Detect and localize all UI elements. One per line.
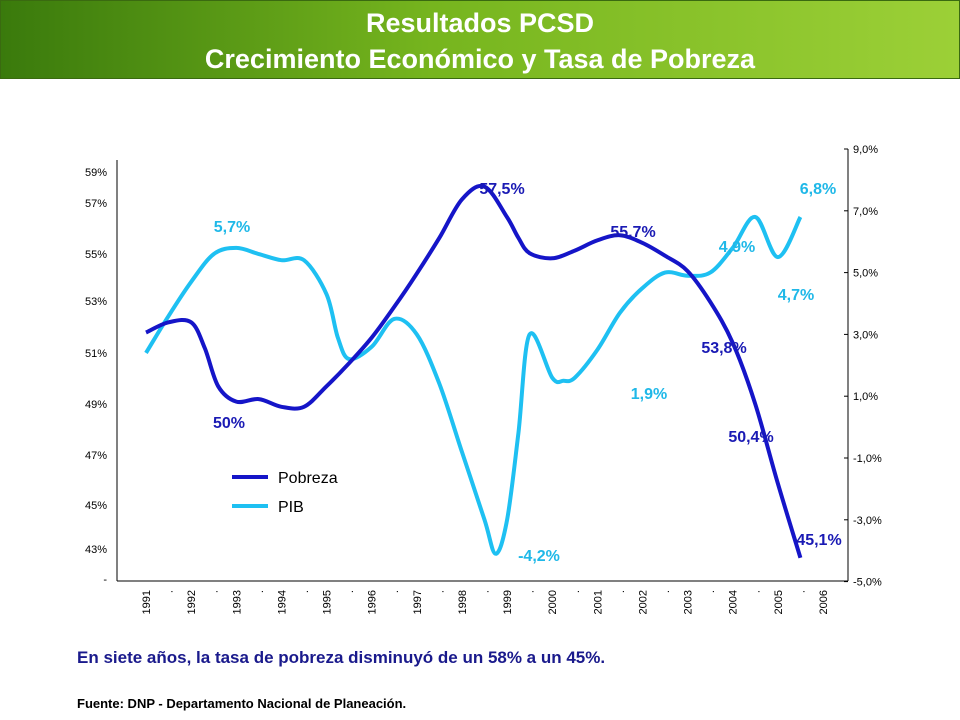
x-tick-label: . — [164, 590, 176, 593]
x-tick-label: . — [705, 590, 717, 593]
y-right-tick-label: 5,0% — [853, 268, 878, 280]
x-tick-label: 1995 — [322, 590, 334, 614]
x-tick-label: . — [389, 590, 401, 593]
x-tick-label: . — [570, 590, 582, 593]
x-tick-label: . — [750, 590, 762, 593]
y-left-tick-label: 45% — [85, 500, 107, 512]
data-label: 5,7% — [214, 219, 250, 236]
y-left-tick-label: 55% — [85, 249, 107, 261]
x-tick-label: 2003 — [683, 590, 695, 614]
y-left-tick-label: 43% — [85, 544, 107, 556]
x-tick-label: 1998 — [457, 590, 469, 614]
source-text: Fuente: DNP - Departamento Nacional de P… — [77, 696, 407, 711]
y-right-tick-label: 3,0% — [853, 329, 878, 341]
legend-box — [217, 458, 359, 521]
data-label: 4,7% — [778, 287, 814, 304]
x-tick-label: 2000 — [547, 590, 559, 614]
title-line-1: Resultados PCSD — [365, 8, 595, 38]
x-tick-label: . — [299, 590, 311, 593]
legend-label-pobreza: Pobreza — [278, 470, 338, 487]
x-tick-label: 2006 — [818, 590, 830, 614]
x-tick-label: 1992 — [186, 590, 198, 614]
y-right-tick-label: -3,0% — [853, 515, 882, 527]
x-tick-label: . — [660, 590, 672, 593]
data-label: 45,1% — [796, 532, 841, 549]
y-right-tick-label: -5,0% — [853, 577, 882, 589]
data-label: 57,5% — [479, 181, 524, 198]
x-tick-label: 2002 — [637, 590, 649, 614]
title-banner: Resultados PCSD Crecimiento Económico y … — [0, 0, 960, 79]
y-left-tick-label: 53% — [85, 296, 107, 308]
x-tick-label: 1993 — [231, 590, 243, 614]
x-tick-label: . — [615, 590, 627, 593]
data-label: 50% — [213, 415, 245, 432]
x-tick-label: . — [480, 590, 492, 593]
y-left-tick-label: - — [103, 574, 107, 586]
x-tick-label: . — [344, 590, 356, 593]
y-left-tick-label: 57% — [85, 198, 107, 210]
data-label: 55,7% — [610, 224, 655, 241]
series-line-pobreza — [145, 183, 803, 559]
data-label: 1,9% — [631, 386, 667, 403]
data-label: -4,2% — [518, 548, 560, 565]
data-label: 4,9% — [719, 239, 755, 256]
y-left-tick-label: 47% — [85, 450, 107, 462]
caption-text: En siete años, la tasa de pobreza dismin… — [77, 648, 606, 667]
x-tick-label: 2005 — [773, 590, 785, 614]
x-tick-label: . — [795, 590, 807, 593]
y-right-tick-label: 7,0% — [853, 206, 878, 218]
y-left-tick-label: 59% — [85, 167, 107, 179]
x-tick-label: . — [254, 590, 266, 593]
legend-label-pib: PIB — [278, 499, 304, 516]
data-label: 6,8% — [800, 181, 836, 198]
x-tick-label: 1997 — [412, 590, 424, 614]
y-right-tick-label: 1,0% — [853, 391, 878, 403]
data-label: 53,8% — [701, 340, 746, 357]
x-tick-label: 1994 — [276, 590, 288, 614]
y-right-tick-label: 9,0% — [853, 144, 878, 156]
x-tick-label: 1991 — [141, 590, 153, 614]
x-tick-label: . — [525, 590, 537, 593]
x-tick-label: . — [434, 590, 446, 593]
x-tick-label: 1999 — [502, 590, 514, 614]
data-label: 50,4% — [728, 429, 773, 446]
x-tick-label: 2004 — [728, 590, 740, 614]
y-right-tick-label: -1,0% — [853, 453, 882, 465]
x-tick-label: 1996 — [367, 590, 379, 614]
x-tick-label: 2001 — [592, 590, 604, 614]
y-left-tick-label: 49% — [85, 399, 107, 411]
x-tick-label: . — [209, 590, 221, 593]
series-line-pib — [144, 215, 803, 556]
y-left-tick-label: 51% — [85, 348, 107, 360]
title-line-2: Crecimiento Económico y Tasa de Pobreza — [204, 44, 756, 74]
